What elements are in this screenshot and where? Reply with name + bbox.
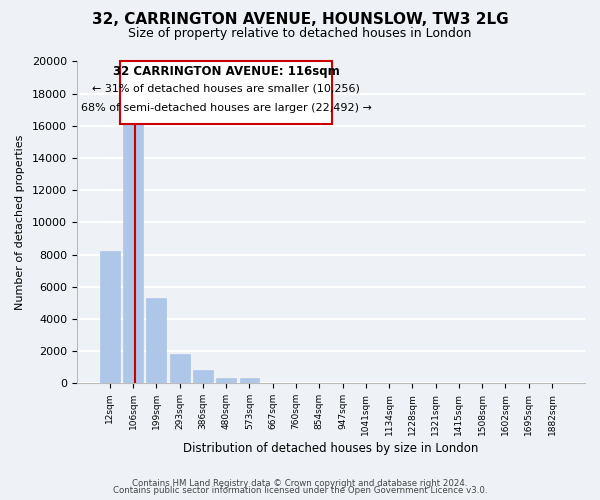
Bar [100,252,119,383]
Text: Contains public sector information licensed under the Open Government Licence v3: Contains public sector information licen… [113,486,487,495]
Text: 32, CARRINGTON AVENUE, HOUNSLOW, TW3 2LG: 32, CARRINGTON AVENUE, HOUNSLOW, TW3 2LG [92,12,508,28]
FancyBboxPatch shape [120,62,332,124]
Text: 32 CARRINGTON AVENUE: 116sqm: 32 CARRINGTON AVENUE: 116sqm [113,64,340,78]
Bar [239,378,259,383]
Bar [216,378,236,383]
Bar [123,116,143,383]
Y-axis label: Number of detached properties: Number of detached properties [15,134,25,310]
Bar [146,298,166,383]
Text: Contains HM Land Registry data © Crown copyright and database right 2024.: Contains HM Land Registry data © Crown c… [132,478,468,488]
X-axis label: Distribution of detached houses by size in London: Distribution of detached houses by size … [183,442,479,455]
Text: ← 31% of detached houses are smaller (10,256): ← 31% of detached houses are smaller (10… [92,84,360,94]
Bar [193,370,213,383]
Text: Size of property relative to detached houses in London: Size of property relative to detached ho… [128,28,472,40]
Text: 68% of semi-detached houses are larger (22,492) →: 68% of semi-detached houses are larger (… [81,103,371,113]
Bar [170,354,190,383]
